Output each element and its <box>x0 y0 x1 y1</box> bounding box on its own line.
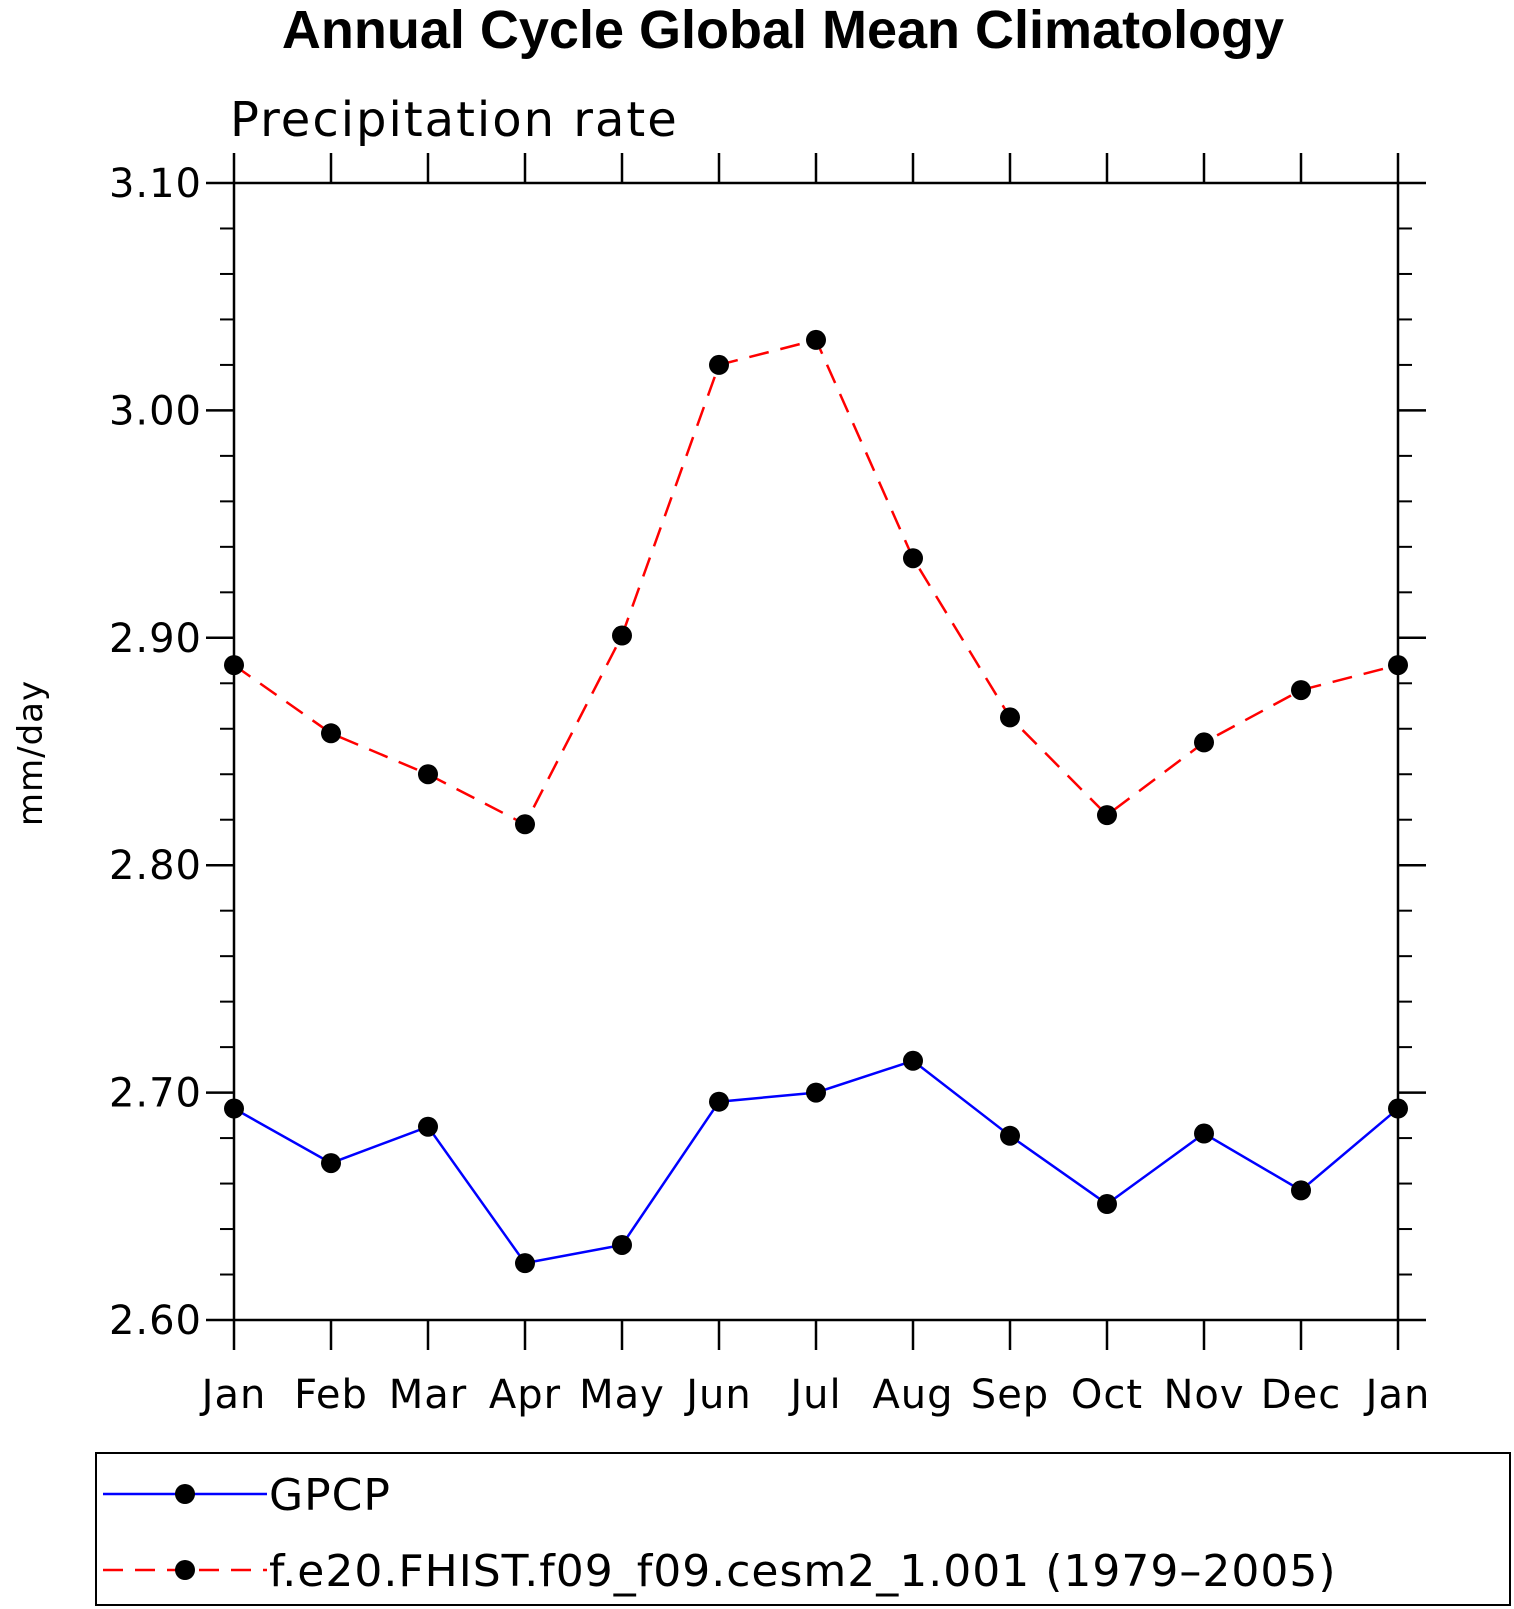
x-tick-label: Apr <box>489 1372 561 1418</box>
y-axis-label: mm/day <box>11 680 51 826</box>
data-point <box>321 1153 341 1174</box>
x-tick-label: Sep <box>971 1372 1049 1418</box>
data-point <box>1388 1098 1408 1119</box>
data-point <box>806 329 826 350</box>
y-tick-label: 2.80 <box>109 843 202 889</box>
data-point <box>903 1050 923 1071</box>
data-point <box>1097 1194 1117 1215</box>
data-point <box>1000 707 1020 728</box>
x-tick-label: Feb <box>294 1372 368 1418</box>
y-tick-label: 3.10 <box>109 161 202 207</box>
data-point <box>709 1091 729 1112</box>
x-tick-label: Mar <box>389 1372 467 1418</box>
y-tick-label: 2.70 <box>109 1071 202 1117</box>
series-line-1 <box>233 338 1399 826</box>
data-point <box>1291 680 1311 701</box>
data-point <box>1097 805 1117 826</box>
x-tick-label: Dec <box>1261 1372 1341 1418</box>
axes: 2.60 2.70 2.80 2.90 3.00 3.10 Jan Feb Mar Apr May J… <box>109 153 1431 1418</box>
data-point <box>321 723 341 744</box>
legend-box <box>95 1452 1511 1606</box>
legend-marker-gpcp <box>175 1484 195 1504</box>
data-point <box>806 1082 826 1103</box>
x-tick-label: Oct <box>1071 1372 1143 1418</box>
x-tick-label: Jan <box>199 1372 267 1418</box>
data-point <box>515 1253 535 1274</box>
data-point <box>224 1098 244 1119</box>
y-tick-label: 2.90 <box>109 616 202 662</box>
x-tick-label: May <box>579 1372 665 1418</box>
series-layer <box>224 329 1408 1274</box>
legend-marker-model <box>175 1560 195 1580</box>
legend-label-gpcp: GPCP <box>269 1470 391 1521</box>
legend-label-model: f.e20.FHIST.f09_f09.cesm2_1.001 (1979–20… <box>269 1546 1336 1597</box>
chart-title: Annual Cycle Global Mean Climatology <box>282 0 1284 60</box>
data-point <box>1291 1180 1311 1201</box>
data-point <box>612 1234 632 1255</box>
y-tick-label: 2.60 <box>109 1298 202 1344</box>
data-point <box>418 1116 438 1137</box>
y-tick-label: 3.00 <box>109 388 202 434</box>
plot-frame <box>232 181 1400 1322</box>
data-point <box>1000 1125 1020 1146</box>
data-point <box>1194 1123 1214 1144</box>
x-tick-label: Jan <box>1363 1372 1431 1418</box>
data-point <box>709 354 729 375</box>
x-tick-label: Jun <box>683 1372 752 1418</box>
data-point <box>903 548 923 569</box>
data-point <box>418 764 438 785</box>
data-point <box>515 814 535 835</box>
data-point <box>1194 732 1214 753</box>
data-point <box>224 655 244 676</box>
chart-subtitle: Precipitation rate <box>230 92 679 148</box>
data-point <box>612 625 632 646</box>
data-point <box>1388 655 1408 676</box>
x-tick-label: Aug <box>872 1372 953 1418</box>
x-tick-label: Nov <box>1163 1372 1244 1418</box>
x-tick-label: Jul <box>787 1372 841 1418</box>
legend: GPCP f.e20.FHIST.f09_f09.cesm2_1.001 (19… <box>95 1452 1511 1606</box>
